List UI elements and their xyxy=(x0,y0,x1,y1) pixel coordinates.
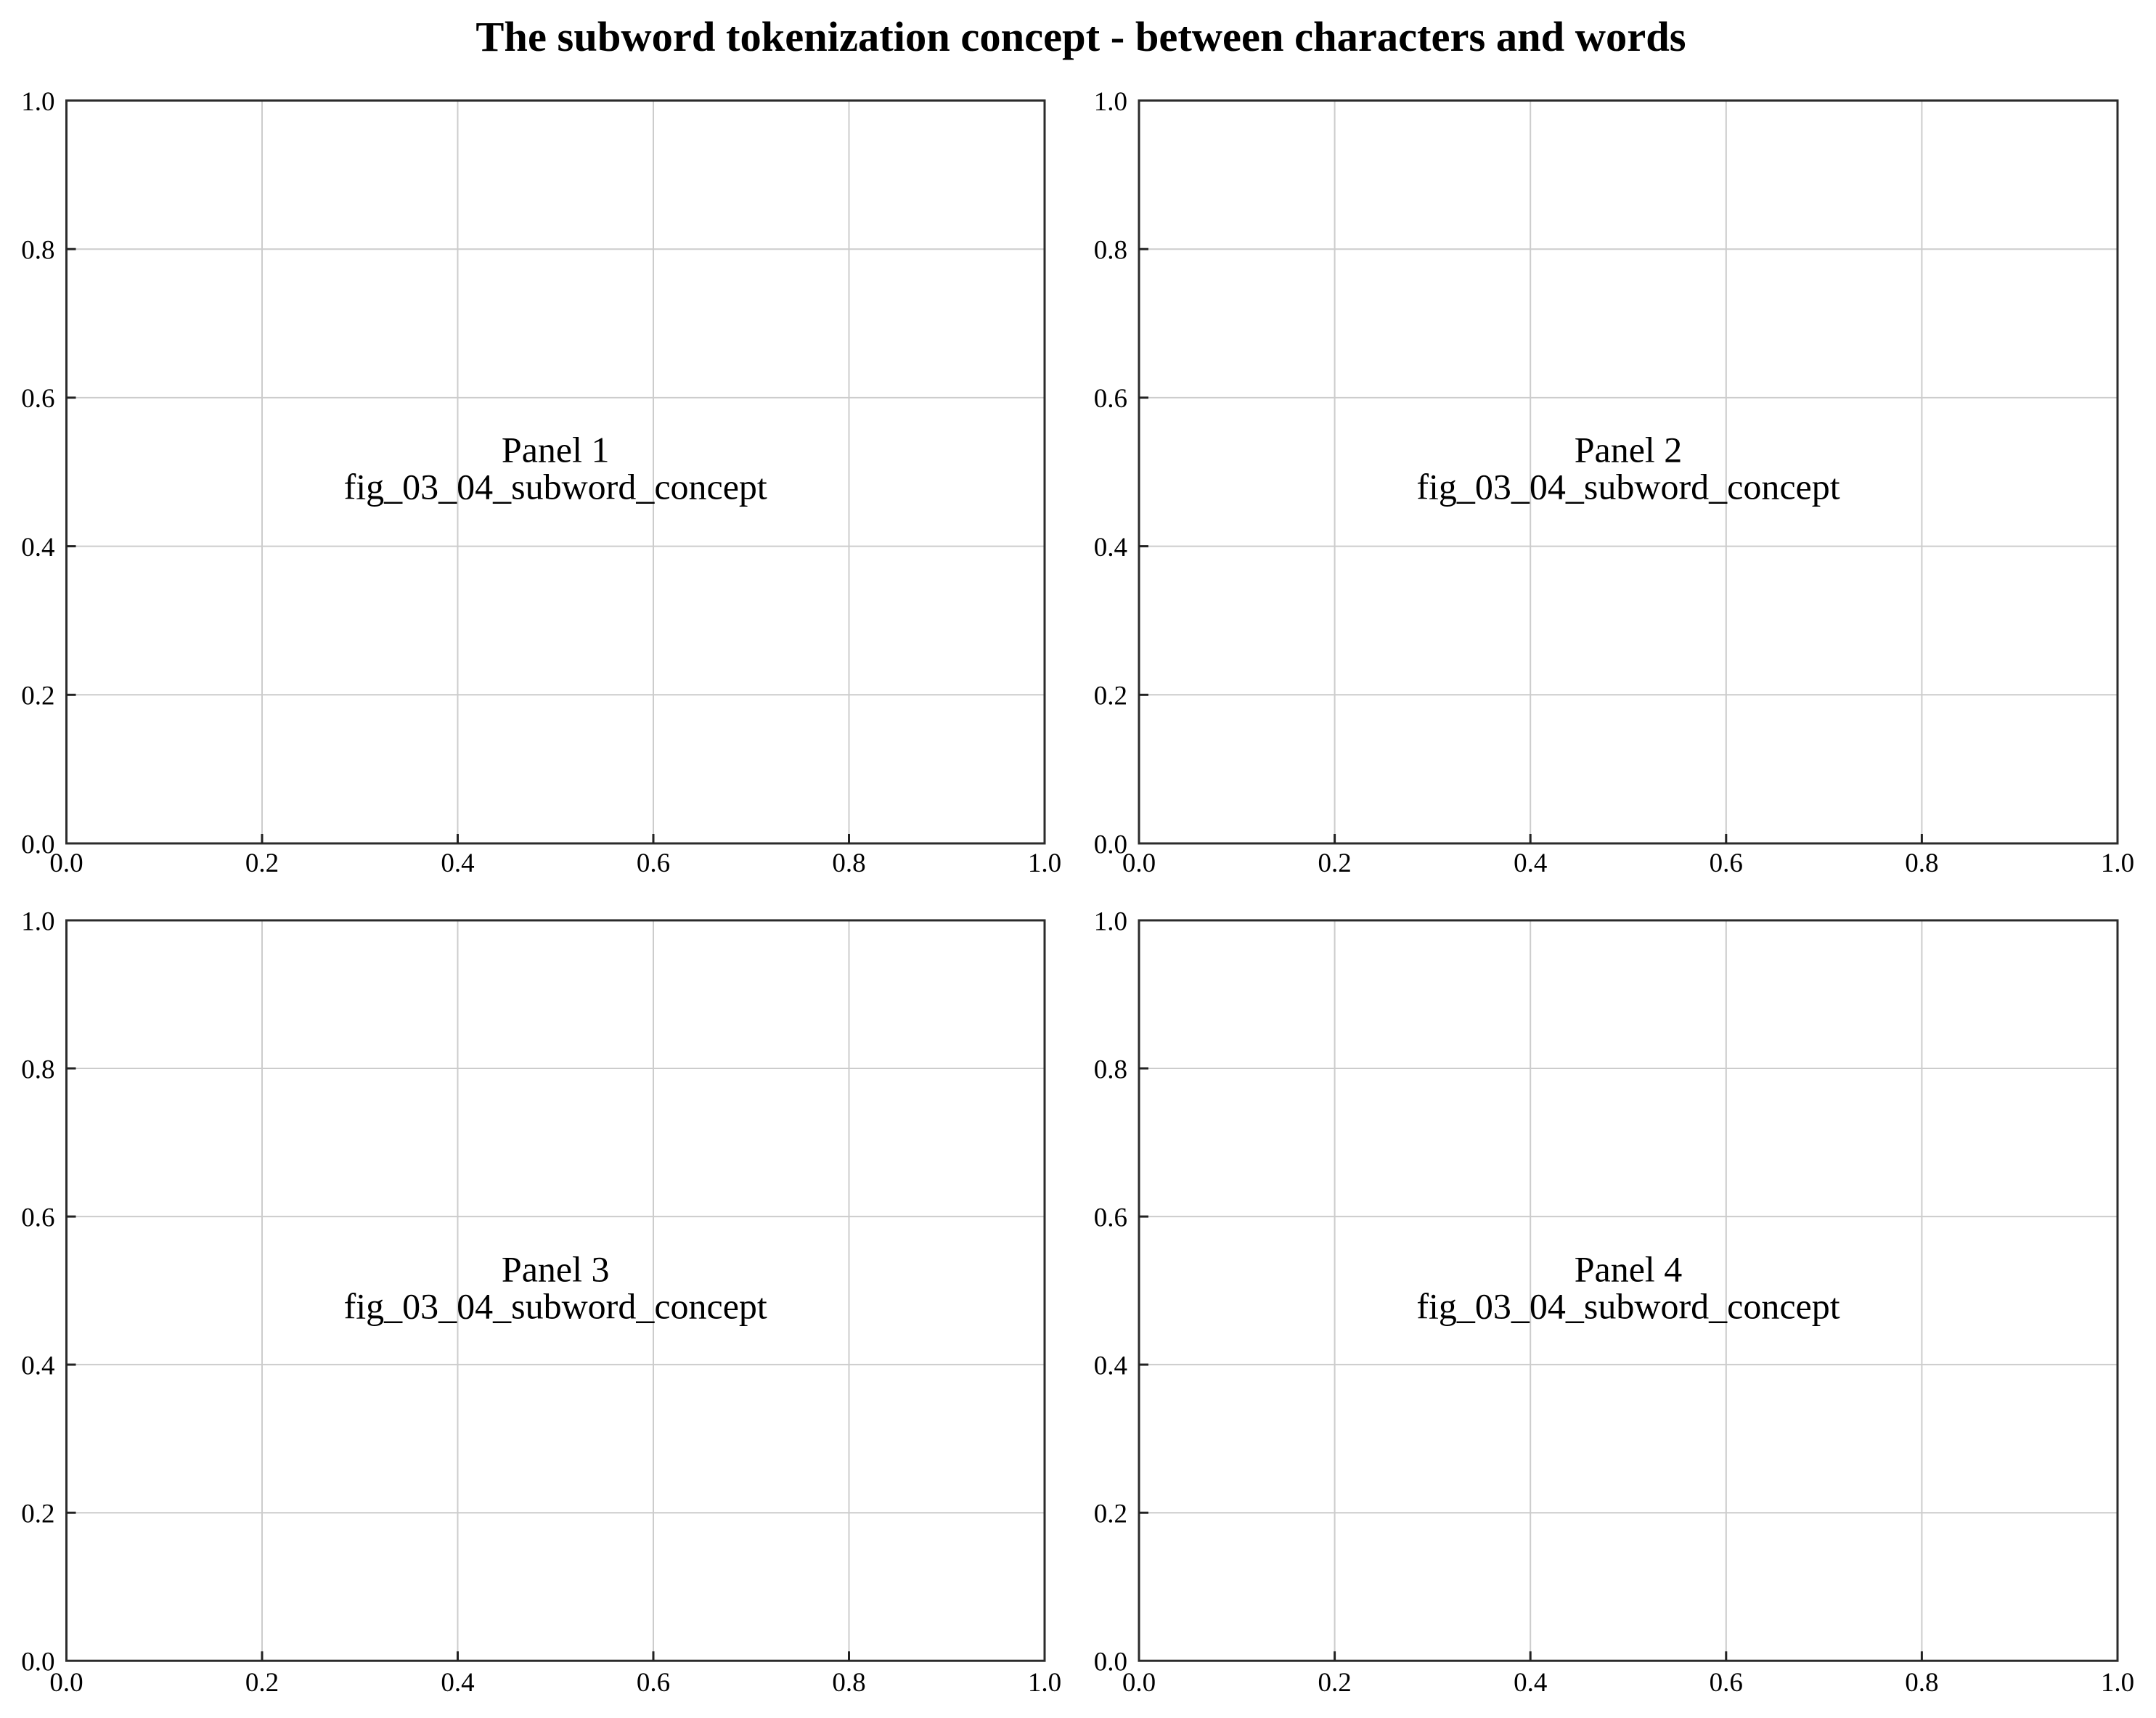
svg-text:fig_03_04_subword_concept: fig_03_04_subword_concept xyxy=(344,466,767,507)
svg-text:0.4: 0.4 xyxy=(1094,533,1127,563)
svg-text:0.4: 0.4 xyxy=(1514,848,1547,878)
svg-text:0.8: 0.8 xyxy=(1094,1055,1127,1084)
svg-text:0.6: 0.6 xyxy=(1710,1668,1743,1698)
svg-text:0.0: 0.0 xyxy=(1122,1668,1156,1698)
svg-text:1.0: 1.0 xyxy=(1094,907,1127,936)
svg-text:0.4: 0.4 xyxy=(1514,1668,1547,1698)
svg-text:0.0: 0.0 xyxy=(1122,848,1156,878)
svg-text:Panel 3: Panel 3 xyxy=(502,1249,610,1290)
svg-text:0.8: 0.8 xyxy=(832,848,865,878)
svg-text:0.2: 0.2 xyxy=(21,682,54,711)
svg-text:0.4: 0.4 xyxy=(1094,1351,1127,1380)
svg-text:0.2: 0.2 xyxy=(1094,682,1127,711)
svg-text:0.8: 0.8 xyxy=(1905,1668,1938,1698)
svg-text:fig_03_04_subword_concept: fig_03_04_subword_concept xyxy=(1416,1286,1839,1327)
svg-text:0.2: 0.2 xyxy=(1094,1500,1127,1529)
svg-text:Panel 1: Panel 1 xyxy=(502,429,610,470)
svg-text:0.4: 0.4 xyxy=(441,848,474,878)
svg-text:Panel 2: Panel 2 xyxy=(1575,429,1683,470)
svg-text:1.0: 1.0 xyxy=(21,907,54,936)
svg-text:Panel 4: Panel 4 xyxy=(1575,1249,1683,1290)
svg-text:0.2: 0.2 xyxy=(21,1500,54,1529)
svg-text:0.6: 0.6 xyxy=(637,1668,670,1698)
svg-text:0.4: 0.4 xyxy=(21,533,54,563)
svg-text:0.0: 0.0 xyxy=(21,1648,54,1677)
svg-text:1.0: 1.0 xyxy=(1094,87,1127,117)
svg-text:0.4: 0.4 xyxy=(441,1668,474,1698)
svg-text:1.0: 1.0 xyxy=(1028,848,1061,878)
svg-text:0.2: 0.2 xyxy=(245,848,279,878)
svg-text:0.2: 0.2 xyxy=(1318,1668,1351,1698)
svg-text:0.0: 0.0 xyxy=(49,1668,83,1698)
svg-text:fig_03_04_subword_concept: fig_03_04_subword_concept xyxy=(1416,466,1839,507)
svg-text:0.6: 0.6 xyxy=(1094,1203,1127,1232)
svg-text:1.0: 1.0 xyxy=(2101,1668,2134,1698)
svg-text:1.0: 1.0 xyxy=(21,87,54,117)
svg-text:0.4: 0.4 xyxy=(21,1351,54,1380)
svg-text:fig_03_04_subword_concept: fig_03_04_subword_concept xyxy=(344,1286,767,1327)
svg-text:0.0: 0.0 xyxy=(1094,830,1127,859)
svg-text:0.6: 0.6 xyxy=(1710,848,1743,878)
svg-text:1.0: 1.0 xyxy=(1028,1668,1061,1698)
svg-text:1.0: 1.0 xyxy=(2101,848,2134,878)
svg-text:0.2: 0.2 xyxy=(1318,848,1351,878)
svg-text:0.2: 0.2 xyxy=(245,1668,279,1698)
svg-text:0.0: 0.0 xyxy=(1094,1648,1127,1677)
svg-text:0.0: 0.0 xyxy=(21,830,54,859)
svg-text:0.0: 0.0 xyxy=(49,848,83,878)
svg-text:0.8: 0.8 xyxy=(1094,236,1127,266)
svg-text:0.8: 0.8 xyxy=(832,1668,865,1698)
svg-text:0.8: 0.8 xyxy=(21,236,54,266)
svg-text:0.8: 0.8 xyxy=(1905,848,1938,878)
svg-text:0.8: 0.8 xyxy=(21,1055,54,1084)
svg-text:0.6: 0.6 xyxy=(21,384,54,414)
svg-text:0.6: 0.6 xyxy=(1094,384,1127,414)
svg-text:0.6: 0.6 xyxy=(21,1203,54,1232)
svg-text:0.6: 0.6 xyxy=(637,848,670,878)
svg-text:The subword tokenization conce: The subword tokenization concept - betwe… xyxy=(475,13,1686,60)
